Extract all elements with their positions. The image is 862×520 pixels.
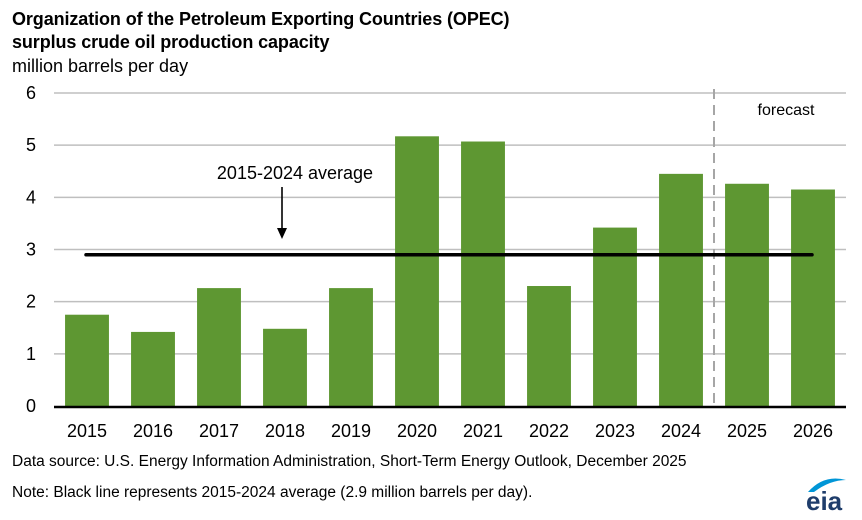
average-line-label: 2015-2024 average	[217, 163, 373, 183]
x-tick-label: 2025	[727, 421, 767, 441]
arrow-down-icon	[277, 228, 287, 239]
eia-logo-arc-icon	[808, 478, 846, 492]
forecast-label: forecast	[758, 102, 815, 119]
x-tick-label: 2026	[793, 421, 833, 441]
y-tick-label: 0	[26, 396, 36, 416]
x-tick-label: 2023	[595, 421, 635, 441]
y-tick-label: 2	[26, 292, 36, 312]
bar-2015	[65, 314, 109, 406]
x-tick-label: 2020	[397, 421, 437, 441]
bar-2018	[263, 328, 307, 406]
bar-2016	[131, 331, 175, 406]
x-tick-label: 2021	[463, 421, 503, 441]
y-axis-labels: 0 1 2 3 4 5 6	[26, 83, 36, 416]
y-tick-label: 1	[26, 344, 36, 364]
eia-logo-text: eia	[806, 486, 843, 514]
average-note: Note: Black line represents 2015-2024 av…	[12, 484, 533, 501]
bar-chart: 0 1 2 3 4 5 6 2015 2016 2017 2018 2019 2020 2021 2022…	[26, 83, 846, 441]
y-tick-label: 6	[26, 83, 36, 103]
chart-title-line1: Organization of the Petroleum Exporting …	[12, 9, 510, 29]
y-tick-label: 3	[26, 240, 36, 260]
x-tick-label: 2024	[661, 421, 701, 441]
eia-logo: eia	[806, 478, 846, 514]
y-axis-units: million barrels per day	[12, 56, 189, 76]
bar-2025	[725, 183, 769, 406]
bars	[65, 136, 835, 406]
data-source-note: Data source: U.S. Energy Information Adm…	[12, 453, 687, 470]
y-tick-label: 4	[26, 187, 36, 207]
bar-2017	[197, 288, 241, 406]
x-tick-label: 2019	[331, 421, 371, 441]
bar-2020	[395, 136, 439, 406]
bar-2024	[659, 173, 703, 406]
x-tick-label: 2016	[133, 421, 173, 441]
bar-2019	[329, 288, 373, 406]
y-tick-label: 5	[26, 135, 36, 155]
chart-title-line2: surplus crude oil production capacity	[12, 32, 330, 52]
x-tick-label: 2017	[199, 421, 239, 441]
x-tick-label: 2018	[265, 421, 305, 441]
bar-2021	[461, 141, 505, 406]
bar-2022	[527, 286, 571, 406]
x-tick-label: 2015	[67, 421, 107, 441]
bar-2026	[791, 189, 835, 406]
bar-2023	[593, 227, 637, 406]
x-axis-labels: 2015 2016 2017 2018 2019 2020 2021 2022 2023 2024…	[67, 421, 833, 441]
x-tick-label: 2022	[529, 421, 569, 441]
